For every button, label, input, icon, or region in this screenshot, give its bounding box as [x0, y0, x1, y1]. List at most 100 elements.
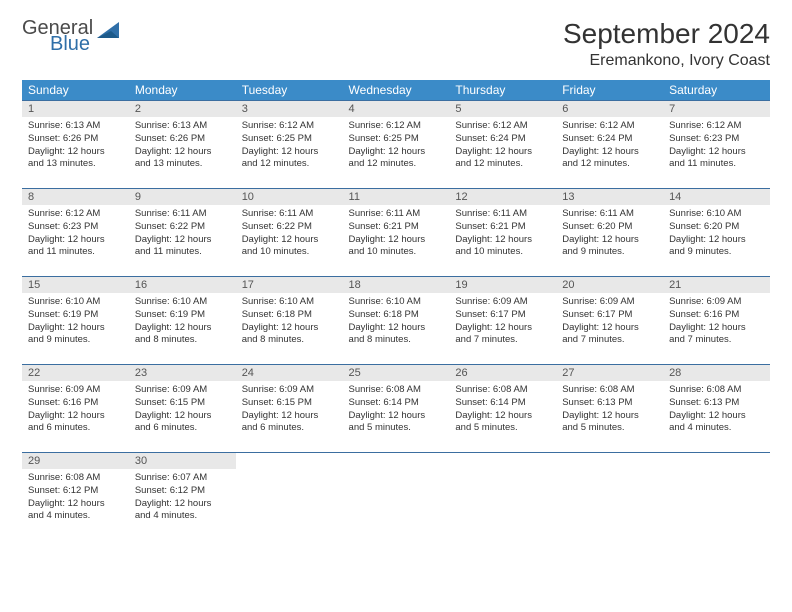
daylight-line: Daylight: 12 hours and 7 minutes.	[669, 322, 764, 348]
weekday-header-row: SundayMondayTuesdayWednesdayThursdayFrid…	[22, 80, 770, 101]
sunrise-line: Sunrise: 6:10 AM	[669, 208, 764, 221]
calendar-cell: 28Sunrise: 6:08 AMSunset: 6:13 PMDayligh…	[663, 365, 770, 453]
day-number: 4	[343, 101, 450, 117]
sunrise-line: Sunrise: 6:12 AM	[349, 120, 444, 133]
daylight-line: Daylight: 12 hours and 8 minutes.	[349, 322, 444, 348]
day-number: 26	[449, 365, 556, 381]
day-body: Sunrise: 6:09 AMSunset: 6:16 PMDaylight:…	[22, 381, 129, 441]
weekday-header: Tuesday	[236, 80, 343, 101]
calendar-cell: 15Sunrise: 6:10 AMSunset: 6:19 PMDayligh…	[22, 277, 129, 365]
day-body: Sunrise: 6:08 AMSunset: 6:12 PMDaylight:…	[22, 469, 129, 529]
sunrise-line: Sunrise: 6:12 AM	[28, 208, 123, 221]
sunrise-line: Sunrise: 6:12 AM	[455, 120, 550, 133]
day-body: Sunrise: 6:09 AMSunset: 6:15 PMDaylight:…	[129, 381, 236, 441]
day-number: 5	[449, 101, 556, 117]
day-number: 12	[449, 189, 556, 205]
day-body: Sunrise: 6:08 AMSunset: 6:13 PMDaylight:…	[663, 381, 770, 441]
sunset-line: Sunset: 6:24 PM	[562, 133, 657, 146]
day-body: Sunrise: 6:11 AMSunset: 6:20 PMDaylight:…	[556, 205, 663, 265]
calendar-cell	[236, 453, 343, 541]
sunrise-line: Sunrise: 6:09 AM	[455, 296, 550, 309]
calendar-cell: 30Sunrise: 6:07 AMSunset: 6:12 PMDayligh…	[129, 453, 236, 541]
calendar-cell: 25Sunrise: 6:08 AMSunset: 6:14 PMDayligh…	[343, 365, 450, 453]
sunset-line: Sunset: 6:12 PM	[135, 485, 230, 498]
day-number: 23	[129, 365, 236, 381]
day-body: Sunrise: 6:12 AMSunset: 6:25 PMDaylight:…	[236, 117, 343, 177]
calendar-cell: 22Sunrise: 6:09 AMSunset: 6:16 PMDayligh…	[22, 365, 129, 453]
day-body: Sunrise: 6:09 AMSunset: 6:17 PMDaylight:…	[449, 293, 556, 353]
day-body: Sunrise: 6:10 AMSunset: 6:18 PMDaylight:…	[343, 293, 450, 353]
calendar-row: 22Sunrise: 6:09 AMSunset: 6:16 PMDayligh…	[22, 365, 770, 453]
sunset-line: Sunset: 6:16 PM	[669, 309, 764, 322]
logo: General Blue	[22, 18, 123, 54]
calendar-cell: 8Sunrise: 6:12 AMSunset: 6:23 PMDaylight…	[22, 189, 129, 277]
sunset-line: Sunset: 6:23 PM	[669, 133, 764, 146]
day-body: Sunrise: 6:11 AMSunset: 6:21 PMDaylight:…	[449, 205, 556, 265]
sunset-line: Sunset: 6:19 PM	[135, 309, 230, 322]
day-number: 17	[236, 277, 343, 293]
sunrise-line: Sunrise: 6:11 AM	[349, 208, 444, 221]
sunset-line: Sunset: 6:18 PM	[242, 309, 337, 322]
calendar-row: 8Sunrise: 6:12 AMSunset: 6:23 PMDaylight…	[22, 189, 770, 277]
calendar-row: 15Sunrise: 6:10 AMSunset: 6:19 PMDayligh…	[22, 277, 770, 365]
day-number: 22	[22, 365, 129, 381]
calendar-cell: 16Sunrise: 6:10 AMSunset: 6:19 PMDayligh…	[129, 277, 236, 365]
calendar-cell	[663, 453, 770, 541]
daylight-line: Daylight: 12 hours and 5 minutes.	[455, 410, 550, 436]
daylight-line: Daylight: 12 hours and 7 minutes.	[562, 322, 657, 348]
calendar-cell: 6Sunrise: 6:12 AMSunset: 6:24 PMDaylight…	[556, 101, 663, 189]
sunrise-line: Sunrise: 6:09 AM	[135, 384, 230, 397]
calendar-table: SundayMondayTuesdayWednesdayThursdayFrid…	[22, 80, 770, 541]
calendar-cell: 3Sunrise: 6:12 AMSunset: 6:25 PMDaylight…	[236, 101, 343, 189]
calendar-cell: 2Sunrise: 6:13 AMSunset: 6:26 PMDaylight…	[129, 101, 236, 189]
day-number: 7	[663, 101, 770, 117]
daylight-line: Daylight: 12 hours and 11 minutes.	[669, 146, 764, 172]
day-body: Sunrise: 6:10 AMSunset: 6:18 PMDaylight:…	[236, 293, 343, 353]
sunrise-line: Sunrise: 6:08 AM	[669, 384, 764, 397]
logo-word2: Blue	[50, 34, 93, 54]
day-body: Sunrise: 6:09 AMSunset: 6:16 PMDaylight:…	[663, 293, 770, 353]
sunrise-line: Sunrise: 6:12 AM	[242, 120, 337, 133]
weekday-header: Friday	[556, 80, 663, 101]
sunrise-line: Sunrise: 6:10 AM	[349, 296, 444, 309]
daylight-line: Daylight: 12 hours and 4 minutes.	[669, 410, 764, 436]
calendar-cell: 29Sunrise: 6:08 AMSunset: 6:12 PMDayligh…	[22, 453, 129, 541]
sunset-line: Sunset: 6:17 PM	[562, 309, 657, 322]
day-number: 11	[343, 189, 450, 205]
day-body: Sunrise: 6:11 AMSunset: 6:22 PMDaylight:…	[236, 205, 343, 265]
day-number: 3	[236, 101, 343, 117]
calendar-cell	[556, 453, 663, 541]
daylight-line: Daylight: 12 hours and 10 minutes.	[455, 234, 550, 260]
calendar-cell	[343, 453, 450, 541]
sunset-line: Sunset: 6:13 PM	[669, 397, 764, 410]
location: Eremankono, Ivory Coast	[563, 52, 770, 70]
daylight-line: Daylight: 12 hours and 11 minutes.	[135, 234, 230, 260]
sunset-line: Sunset: 6:20 PM	[669, 221, 764, 234]
calendar-row: 29Sunrise: 6:08 AMSunset: 6:12 PMDayligh…	[22, 453, 770, 541]
sunrise-line: Sunrise: 6:08 AM	[28, 472, 123, 485]
daylight-line: Daylight: 12 hours and 7 minutes.	[455, 322, 550, 348]
daylight-line: Daylight: 12 hours and 13 minutes.	[135, 146, 230, 172]
day-body: Sunrise: 6:13 AMSunset: 6:26 PMDaylight:…	[129, 117, 236, 177]
sunrise-line: Sunrise: 6:09 AM	[562, 296, 657, 309]
daylight-line: Daylight: 12 hours and 6 minutes.	[135, 410, 230, 436]
daylight-line: Daylight: 12 hours and 9 minutes.	[562, 234, 657, 260]
sunrise-line: Sunrise: 6:10 AM	[242, 296, 337, 309]
calendar-cell: 17Sunrise: 6:10 AMSunset: 6:18 PMDayligh…	[236, 277, 343, 365]
sunrise-line: Sunrise: 6:08 AM	[349, 384, 444, 397]
logo-triangle-icon	[97, 20, 123, 40]
sunset-line: Sunset: 6:24 PM	[455, 133, 550, 146]
sunrise-line: Sunrise: 6:12 AM	[669, 120, 764, 133]
calendar-cell: 24Sunrise: 6:09 AMSunset: 6:15 PMDayligh…	[236, 365, 343, 453]
calendar-cell: 4Sunrise: 6:12 AMSunset: 6:25 PMDaylight…	[343, 101, 450, 189]
daylight-line: Daylight: 12 hours and 13 minutes.	[28, 146, 123, 172]
calendar-cell: 14Sunrise: 6:10 AMSunset: 6:20 PMDayligh…	[663, 189, 770, 277]
sunset-line: Sunset: 6:17 PM	[455, 309, 550, 322]
calendar-cell: 7Sunrise: 6:12 AMSunset: 6:23 PMDaylight…	[663, 101, 770, 189]
sunset-line: Sunset: 6:13 PM	[562, 397, 657, 410]
day-body: Sunrise: 6:12 AMSunset: 6:23 PMDaylight:…	[663, 117, 770, 177]
calendar-cell: 27Sunrise: 6:08 AMSunset: 6:13 PMDayligh…	[556, 365, 663, 453]
day-body: Sunrise: 6:08 AMSunset: 6:13 PMDaylight:…	[556, 381, 663, 441]
sunrise-line: Sunrise: 6:09 AM	[28, 384, 123, 397]
sunset-line: Sunset: 6:25 PM	[349, 133, 444, 146]
